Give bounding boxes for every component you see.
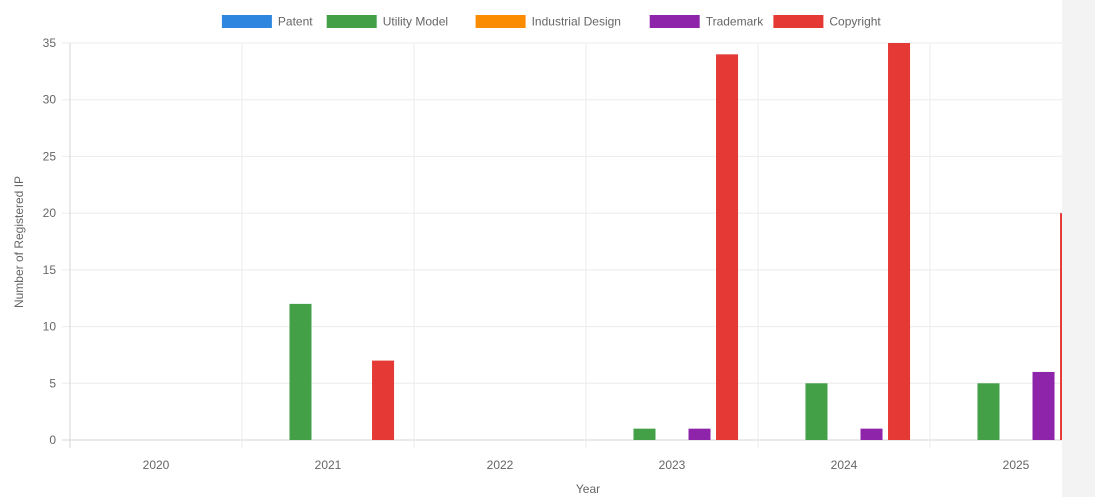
x-tick-label: 2024 [831,458,858,472]
bar-copyright-2023 [716,54,739,440]
x-axis-ticks: 2020 2021 2022 2023 2024 2025 [143,458,1030,472]
bars [289,43,1083,440]
x-tick-label: 2021 [315,458,342,472]
y-axis-ticks: 0 5 10 15 20 25 30 35 [43,36,57,447]
bar-trademark-2023 [688,428,711,440]
legend-label: Copyright [829,15,881,29]
legend-label: Patent [278,15,313,29]
grid-lines [62,42,1095,448]
bar-copyright-2021 [372,360,395,440]
bar-trademark-2024 [860,428,883,440]
y-axis-title: Number of Registered IP [12,176,26,308]
legend-label: Trademark [706,15,765,29]
legend-label: Industrial Design [532,15,621,29]
x-tick-label: 2022 [487,458,514,472]
y-tick-label: 25 [43,149,57,163]
bar-trademark-2025 [1032,371,1055,440]
legend-item-utility-model[interactable]: Utility Model [326,15,448,29]
x-axis-title: Year [576,482,600,496]
y-tick-label: 10 [43,320,57,334]
y-tick-label: 0 [49,433,56,447]
y-tick-label: 30 [43,93,57,107]
legend-swatch [773,15,824,28]
legend-item-copyright[interactable]: Copyright [773,15,881,29]
legend: Patent Utility Model Industrial Design Trad… [221,15,881,29]
legend-swatch [649,15,700,28]
y-tick-label: 35 [43,36,57,50]
bar-utility-model-2025 [977,383,1000,440]
legend-item-patent[interactable]: Patent [221,15,313,29]
legend-label: Utility Model [383,15,448,29]
x-tick-label: 2023 [659,458,686,472]
y-tick-label: 5 [49,376,56,390]
y-tick-label: 15 [43,263,57,277]
bar-utility-model-2024 [805,383,828,440]
legend-swatch [221,15,272,28]
legend-item-trademark[interactable]: Trademark [649,15,765,29]
legend-swatch [475,15,526,28]
x-tick-label: 2025 [1003,458,1030,472]
scrollbar-strip [1062,0,1095,497]
bar-copyright-2024 [888,43,911,440]
legend-item-industrial-design[interactable]: Industrial Design [475,15,621,29]
x-tick-label: 2020 [143,458,170,472]
bar-utility-model-2021 [289,303,312,440]
bar-utility-model-2023 [633,428,656,440]
legend-swatch [326,15,377,28]
y-tick-label: 20 [43,206,57,220]
